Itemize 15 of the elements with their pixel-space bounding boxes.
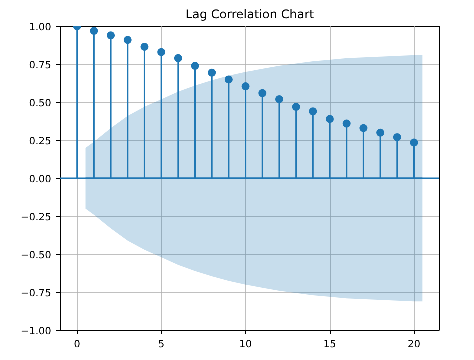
x-tick-label: 15 [324,340,336,350]
y-tick-label: 0.75 [29,60,52,72]
x-tick-label: 20 [408,340,421,350]
y-tick-label: −0.50 [20,250,52,262]
y-tick-label: −0.25 [20,212,52,224]
y-tick-label: 1.00 [29,22,52,34]
y-tick-label: 0.50 [29,98,52,110]
y-tick-label: −1.00 [20,326,52,338]
y-tick-label: 0.25 [29,136,52,148]
x-tick-label: 5 [158,340,165,350]
x-tick-label: 0 [74,340,81,350]
chart-title: Lag Correlation Chart [186,8,315,22]
x-tick-label: 10 [239,340,252,350]
y-tick-label: 0.00 [29,174,52,186]
y-tick-label: −0.75 [20,288,52,300]
